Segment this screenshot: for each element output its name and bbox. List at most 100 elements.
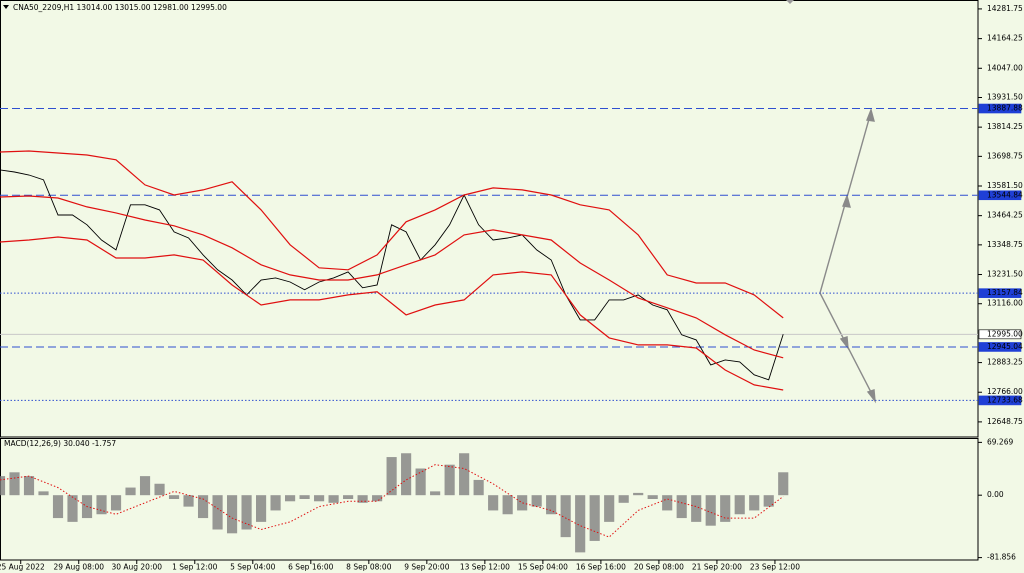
macd-bar <box>38 491 49 496</box>
series-line <box>0 195 784 359</box>
macd-bar <box>604 495 615 522</box>
y-tick-label: 0.00 <box>987 490 1004 499</box>
y-tick-label: 12766.00 <box>987 387 1023 396</box>
macd-bar <box>139 476 151 496</box>
macd-bar <box>633 492 644 496</box>
macd-title: MACD(12,26,9) 30.040 -1.757 <box>4 439 116 448</box>
macd-bar <box>0 476 6 496</box>
macd-bar <box>763 495 774 507</box>
macd-bar <box>415 468 426 496</box>
macd-bar <box>473 479 484 496</box>
macd-bar <box>212 495 223 530</box>
y-tick-label: 14164.25 <box>987 34 1023 43</box>
level-label: 12733.68 <box>987 395 1023 404</box>
y-tick-label: -81.856 <box>987 553 1016 562</box>
y-tick-label: 13698.75 <box>987 151 1023 160</box>
shift-marker <box>786 0 794 4</box>
x-tick-label: 21 Sep 20:00 <box>692 563 742 572</box>
macd-bar <box>168 495 180 499</box>
macd-bar <box>125 487 136 496</box>
macd-bar <box>255 495 267 522</box>
level-badge <box>978 103 1022 114</box>
y-tick-label: 13231.50 <box>987 270 1023 279</box>
level-label: 13544.84 <box>987 190 1023 199</box>
x-tick-label: 20 Sep 08:00 <box>634 563 684 572</box>
macd-pane-frame <box>0 438 979 561</box>
level-badge <box>978 395 1022 406</box>
y-tick-label: 69.269 <box>987 437 1013 446</box>
macd-bar <box>372 495 383 502</box>
macd-bar <box>52 495 64 519</box>
macd-bar <box>183 495 194 507</box>
macd-bar <box>110 495 122 511</box>
macd-bar <box>241 495 252 530</box>
projection <box>819 107 876 404</box>
level-label: 12945.04 <box>987 342 1023 351</box>
series-line <box>0 464 784 538</box>
y-tick-label: 14281.75 <box>987 4 1023 13</box>
level-label: 13157.84 <box>987 288 1023 297</box>
series-line <box>0 236 784 391</box>
arrow-head <box>842 193 851 208</box>
macd-bar <box>430 491 441 496</box>
macd-bar <box>357 495 368 503</box>
y-tick-label: 13581.50 <box>987 181 1023 190</box>
macd-bar <box>589 495 600 541</box>
macd-bar <box>67 495 78 522</box>
x-tick-label: 9 Sep 20:00 <box>404 563 450 572</box>
symbol-header: CNA50_2209,H1 13014.00 13015.00 12981.00… <box>13 3 227 12</box>
arrow-head <box>866 389 876 404</box>
macd-bar <box>691 495 702 522</box>
level-badge <box>978 190 1022 201</box>
macd-bar <box>720 495 731 522</box>
macd-bar <box>314 495 325 502</box>
x-tick-label: 6 Sep 16:00 <box>288 563 334 572</box>
macd-bar <box>386 457 397 496</box>
x-tick-label: 1 Sep 12:00 <box>172 563 218 572</box>
arrow-head <box>839 336 849 351</box>
macd-bar <box>749 495 760 511</box>
y-tick-label: 13464.25 <box>987 211 1023 220</box>
macd-bar <box>546 495 557 515</box>
macd-bar <box>328 495 339 503</box>
macd-bar <box>517 495 528 511</box>
y-tick-label: 13116.00 <box>987 299 1023 308</box>
series-line <box>0 169 784 381</box>
level-badge <box>978 329 1022 340</box>
level-badge <box>978 288 1022 298</box>
macd-bar <box>401 453 412 496</box>
level-badge <box>978 342 1022 352</box>
y-tick-label: 12648.75 <box>987 417 1023 426</box>
macd-bar <box>488 495 499 511</box>
level-label: 12995.00 <box>987 329 1023 338</box>
macd-bar <box>270 495 281 511</box>
macd-bar <box>299 495 310 499</box>
x-tick-label: 16 Sep 16:00 <box>576 563 626 572</box>
x-tick-label: 23 Sep 12:00 <box>750 563 800 572</box>
macd-bar <box>734 495 745 515</box>
macd-bar <box>459 453 470 496</box>
macd-bar <box>676 495 687 519</box>
x-tick-label: 13 Sep 12:00 <box>460 563 510 572</box>
macd-bar <box>9 472 20 496</box>
y-tick-label: 13348.75 <box>987 240 1023 249</box>
x-tick-label: 15 Sep 04:00 <box>518 563 568 572</box>
y-tick-label: 14047.00 <box>987 63 1023 72</box>
x-tick-label: 5 Sep 04:00 <box>230 563 276 572</box>
macd-bar <box>343 495 354 499</box>
arrow-head <box>866 107 875 122</box>
y-tick-label: 13931.50 <box>987 92 1023 101</box>
menu-icon[interactable] <box>3 5 9 9</box>
macd-bar <box>444 464 455 496</box>
level-label: 13887.88 <box>987 104 1023 113</box>
macd-bar <box>285 495 296 502</box>
series-line <box>0 150 784 319</box>
macd-bar <box>705 495 716 526</box>
macd-bar <box>197 495 209 519</box>
y-tick-label: 12883.25 <box>987 358 1023 367</box>
x-tick-label: 29 Aug 08:00 <box>53 563 104 572</box>
macd-bar <box>23 476 35 496</box>
